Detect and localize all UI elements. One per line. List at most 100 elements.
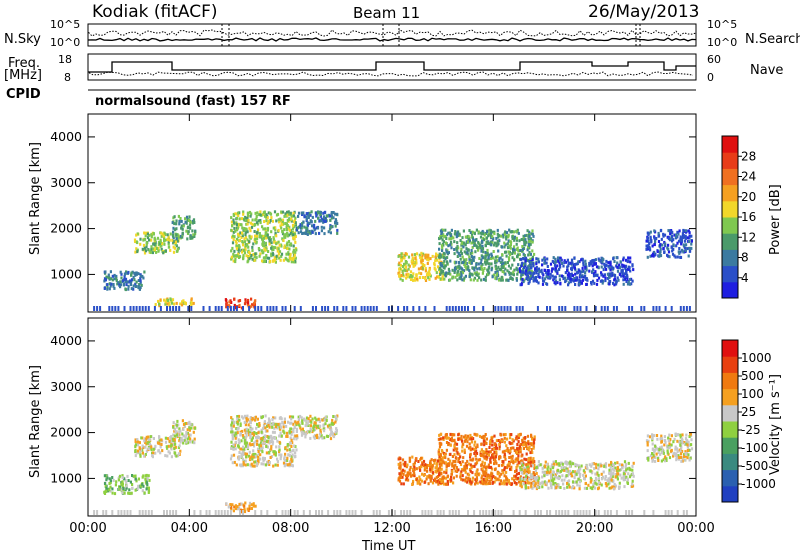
- power-echo-cell: [146, 236, 150, 240]
- velocity-echo-cell: [450, 478, 453, 482]
- power-echo-cell: [322, 211, 325, 215]
- velocity-echo-cell: [475, 449, 478, 453]
- power-echo-cell: [455, 232, 458, 236]
- power-echo-cell: [285, 232, 289, 235]
- velocity-echo-cell: [445, 482, 448, 486]
- velocity-echo-cell: [614, 484, 617, 488]
- power-echo-cell: [476, 267, 479, 271]
- power-echo-cell: [492, 237, 495, 240]
- power-echo-cell: [486, 248, 489, 252]
- velocity-echo-cell: [137, 477, 140, 481]
- velocity-echo-cell: [246, 507, 249, 511]
- velocity-echo-cell: [323, 429, 326, 433]
- power-echo-cell: [631, 279, 634, 283]
- velocity-echo-cell: [280, 434, 283, 438]
- velocity-echo-cell: [259, 453, 262, 457]
- velocity-echo-cell: [419, 468, 422, 472]
- velocity-echo-cell: [597, 463, 600, 467]
- power-echo-cell: [319, 214, 323, 218]
- velocity-echo-cell: [283, 431, 286, 435]
- velocity-echo-cell: [575, 472, 578, 476]
- velocity-echo-cell: [225, 502, 228, 506]
- power-echo-cell: [161, 242, 164, 245]
- velocity-echo-cell: [525, 458, 528, 462]
- power-echo-cell: [132, 287, 135, 291]
- velocity-echo-cell: [530, 481, 533, 485]
- power-echo-cell: [290, 217, 293, 221]
- velocity-echo-cell: [245, 417, 248, 421]
- power-echo-cell: [535, 262, 538, 266]
- power-ground-cell: [190, 306, 193, 311]
- velocity-echo-cell: [440, 442, 443, 446]
- velocity-echo-cell: [236, 422, 239, 426]
- velocity-echo-cell: [278, 445, 281, 449]
- power-echo-cell: [453, 269, 456, 273]
- velocity-echo-cell: [234, 440, 238, 444]
- power-echo-cell: [559, 256, 562, 260]
- power-echo-cell: [509, 230, 512, 234]
- velocity-echo-cell: [492, 475, 495, 478]
- power-ground-cell: [600, 306, 603, 311]
- power-echo-cell: [269, 260, 272, 263]
- power-echo-cell: [287, 210, 290, 214]
- velocity-echo-cell: [297, 418, 300, 421]
- power-echo-cell: [400, 274, 403, 277]
- power-echo-cell: [471, 251, 474, 255]
- velocity-echo-cell: [188, 433, 191, 437]
- power-echo-cell: [190, 301, 193, 304]
- power-echo-cell: [291, 227, 294, 231]
- power-echo-cell: [441, 230, 444, 234]
- power-echo-cell: [525, 277, 528, 281]
- velocity-echo-cell: [233, 420, 236, 424]
- velocity-echo-cell: [484, 470, 487, 474]
- power-echo-cell: [144, 237, 147, 241]
- velocity-echo-cell: [521, 440, 524, 444]
- power-echo-cell: [167, 242, 170, 246]
- velocity-echo-cell: [243, 420, 247, 424]
- velocity-echo-cell: [524, 486, 528, 490]
- power-echo-cell: [401, 265, 405, 268]
- power-echo-cell: [457, 269, 460, 273]
- power-ground-cell: [467, 306, 469, 311]
- velocity-echo-cell: [145, 435, 148, 439]
- power-echo-cell: [448, 237, 451, 241]
- power-echo-cell: [254, 299, 257, 303]
- power-echo-cell: [259, 221, 262, 225]
- velocity-echo-cell: [437, 437, 440, 441]
- velocity-echo-cell: [480, 448, 483, 452]
- power-echo-cell: [314, 211, 318, 215]
- power-echo-cell: [245, 227, 248, 231]
- power-ground-cell: [448, 306, 451, 311]
- nsearch-label: N.Search: [745, 32, 800, 47]
- power-echo-cell: [463, 276, 466, 280]
- power-echo-cell: [522, 238, 525, 242]
- power-echo-cell: [172, 245, 175, 249]
- power-echo-cell: [513, 251, 516, 255]
- power-echo-cell: [182, 224, 185, 228]
- velocity-echo-cell: [172, 433, 175, 437]
- power-echo-cell: [109, 270, 112, 274]
- power-echo-cell: [142, 243, 146, 247]
- power-echo-cell: [311, 224, 314, 228]
- power-ground-cell: [293, 306, 296, 311]
- power-echo-cell: [532, 234, 535, 238]
- power-echo-cell: [460, 277, 463, 281]
- power-echo-cell: [313, 223, 316, 227]
- velocity-echo-cell: [157, 449, 160, 453]
- nave-label: Nave: [750, 63, 784, 78]
- power-echo-cell: [659, 247, 662, 251]
- velocity-echo-cell: [500, 482, 503, 486]
- velocity-echo-cell: [290, 445, 293, 448]
- velocity-echo-cell: [135, 479, 138, 483]
- power-echo-cell: [558, 261, 561, 265]
- power-echo-cell: [230, 301, 233, 304]
- power-echo-cell: [511, 235, 514, 239]
- power-ground-cell: [169, 306, 172, 311]
- power-echo-cell: [531, 229, 534, 233]
- power-echo-cell: [498, 267, 501, 271]
- power-echo-cell: [601, 281, 604, 285]
- velocity-echo-cell: [128, 492, 131, 495]
- power-echo-cell: [679, 255, 682, 259]
- velocity-echo-cell: [479, 450, 482, 454]
- power-echo-cell: [440, 244, 444, 248]
